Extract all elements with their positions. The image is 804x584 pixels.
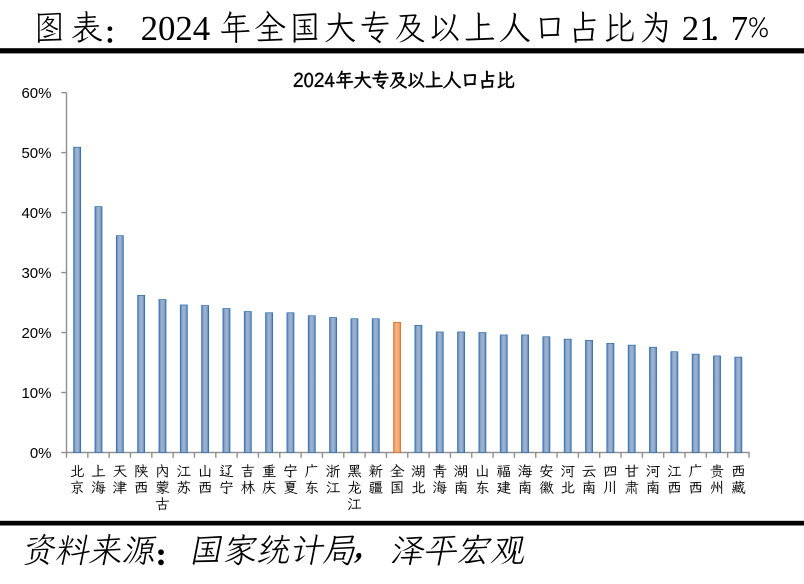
svg-text:40%: 40% [21, 205, 51, 222]
svg-text:10%: 10% [21, 385, 51, 402]
svg-text:7: 7 [731, 9, 748, 48]
svg-text:21: 21 [682, 9, 717, 48]
svg-text:30%: 30% [21, 265, 51, 282]
svg-text:0%: 0% [30, 445, 52, 462]
svg-text:.: . [711, 9, 720, 48]
svg-text:50%: 50% [21, 145, 51, 162]
svg-text:60%: 60% [21, 85, 51, 102]
svg-text:20%: 20% [21, 325, 51, 342]
svg-text:2024: 2024 [141, 9, 211, 48]
